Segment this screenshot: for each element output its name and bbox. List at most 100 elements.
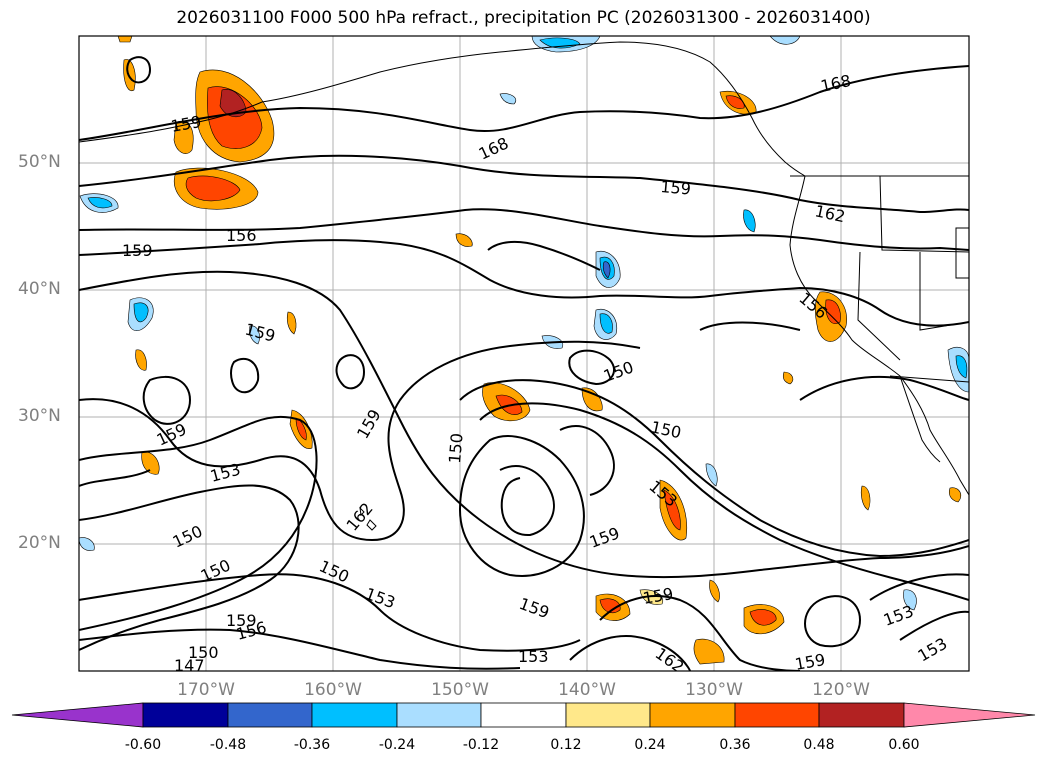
border-state: [857, 251, 901, 361]
contour-label: 147: [174, 656, 205, 675]
precip-blob: [499, 93, 517, 105]
colorbar-bin: [480, 702, 567, 728]
contour-line: [79, 270, 969, 579]
precip-blob: [135, 349, 147, 371]
contour-label: 159: [122, 241, 153, 260]
colorbar-tick: 0.24: [634, 737, 666, 753]
contour-label: 150: [445, 432, 467, 464]
precip-blob: [860, 485, 871, 511]
precip-blob: [286, 311, 297, 335]
colorbar-tick: -0.36: [293, 737, 331, 753]
colorbar-bin: [649, 702, 736, 728]
lat-label: 20°N: [18, 533, 61, 553]
contour-line: [79, 154, 969, 214]
contour-label: 159: [587, 523, 622, 551]
precip-blob: [948, 487, 962, 503]
lat-label: 30°N: [18, 406, 61, 426]
contour-line: [458, 435, 585, 577]
contour-label: 159: [793, 650, 826, 674]
lon-label: 170°W: [177, 680, 235, 700]
colorbar-bin: [734, 702, 820, 728]
contour-label: 159: [169, 112, 202, 136]
contour-line: [599, 595, 801, 671]
colorbar-extend-left: [11, 702, 144, 728]
coastline-baja: [899, 375, 941, 463]
contour-label: 153: [363, 584, 398, 612]
precip-blob: [725, 95, 745, 109]
contour-line: [487, 240, 601, 271]
precip-blob: [141, 451, 160, 475]
precip-blob: [769, 36, 801, 45]
colorbar-tick: 0.48: [803, 737, 835, 753]
colorbar: [11, 702, 1036, 728]
map-title: 2026031100 F000 500 hPa refract., precip…: [176, 8, 871, 28]
map-frame: [78, 35, 970, 672]
border-state: [955, 227, 969, 279]
contour-label: 150: [601, 357, 636, 385]
contour-label: 159: [353, 406, 385, 442]
colorbar-tick: -0.12: [462, 737, 500, 753]
precip-blob: [581, 387, 603, 412]
precip-blob: [249, 325, 260, 345]
precip-blob: [749, 609, 777, 626]
precip-blob: [599, 598, 621, 613]
contour-line: [569, 635, 691, 671]
precip-blob: [955, 355, 968, 379]
border-state: [879, 175, 969, 253]
contour-line: [79, 628, 521, 670]
contour-label: 159: [641, 584, 674, 608]
colorbar-bin: [396, 702, 482, 728]
colorbar-bin: [818, 702, 905, 728]
precip-blob: [599, 313, 613, 334]
contour-line: [126, 56, 152, 84]
contour-line: [899, 610, 969, 641]
contour-line: [79, 340, 641, 542]
contour-line: [699, 321, 801, 331]
precip-blob: [295, 417, 307, 441]
lon-label: 130°W: [685, 680, 743, 700]
contour-labels: 168 168 159 159 162 156 159 156 159 159 …: [122, 71, 950, 675]
contour-line: [499, 465, 555, 537]
contour-line: [559, 425, 615, 496]
contour-line: [79, 573, 581, 652]
colorbar-tick: 0.12: [550, 737, 582, 753]
precip-blob: [117, 36, 133, 43]
lon-label: 120°W: [812, 680, 870, 700]
contour-label: 168: [819, 71, 853, 96]
lon-label: 150°W: [431, 680, 489, 700]
contour-line: [79, 239, 969, 327]
contour-line: [804, 595, 862, 648]
precip-blob: [133, 302, 149, 323]
precip-blob: [693, 638, 725, 665]
colorbar-extend-right: [903, 702, 1036, 728]
height-contours: [79, 56, 969, 671]
lat-label: 50°N: [18, 152, 61, 172]
contour-label: 156: [226, 226, 257, 245]
contour-label: 168: [476, 133, 512, 163]
hawaii: [359, 506, 377, 531]
contour-line: [79, 208, 969, 251]
border-mexico: [889, 375, 969, 383]
contour-line: [79, 65, 969, 141]
precip-shading: [79, 36, 969, 665]
lat-label: 40°N: [18, 279, 61, 299]
colorbar-bin: [565, 702, 651, 728]
contour-label: 159: [226, 611, 257, 630]
contour-line: [79, 469, 151, 487]
colorbar-bin: [142, 702, 229, 728]
precip-blob: [903, 589, 917, 611]
contour-line: [335, 354, 366, 390]
contour-line: [869, 573, 969, 601]
contour-line: [479, 402, 969, 601]
precip-blob: [173, 120, 194, 154]
contour-label: 150: [649, 417, 683, 442]
coastline-alaska: [261, 41, 806, 177]
colorbar-tick: 0.60: [888, 737, 920, 753]
contour-label: 159: [243, 320, 277, 346]
contour-label: 150: [188, 643, 219, 662]
precip-blob: [709, 579, 720, 603]
contour-label: 159: [660, 177, 692, 199]
precip-blob: [705, 463, 718, 487]
precip-blob: [87, 197, 113, 209]
